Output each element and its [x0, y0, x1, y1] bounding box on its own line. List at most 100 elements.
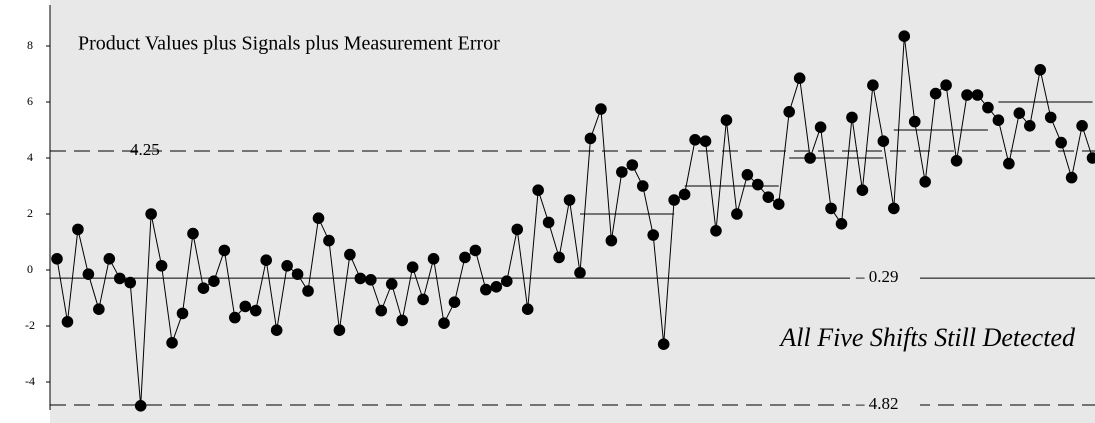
data-point [521, 303, 534, 316]
data-point [793, 72, 806, 84]
data-point [323, 234, 335, 247]
data-point [783, 106, 795, 118]
data-point [908, 115, 921, 128]
data-point [260, 254, 273, 266]
data-point [919, 176, 931, 188]
upper-limit-label: 4.25 [130, 140, 160, 159]
y-tick-label: -4 [25, 374, 35, 388]
data-point [626, 159, 639, 171]
data-point [469, 244, 482, 257]
data-point [647, 229, 660, 241]
plot-background [50, 0, 1095, 423]
data-point [961, 89, 973, 101]
data-point [354, 272, 367, 285]
data-point [595, 103, 607, 115]
data-point [239, 300, 252, 313]
data-point [72, 223, 84, 236]
data-point [229, 311, 241, 324]
data-point [93, 303, 105, 316]
y-tick-label: 0 [27, 262, 33, 276]
annotation: All Five Shifts Still Detected [778, 323, 1076, 352]
data-point [134, 400, 147, 412]
data-point [82, 268, 95, 281]
data-point [532, 184, 544, 196]
y-tick-label: -2 [25, 318, 35, 332]
data-point [668, 194, 680, 206]
data-point [1034, 64, 1047, 76]
data-point [176, 307, 189, 320]
data-point [553, 251, 565, 264]
y-tick-label: 8 [27, 38, 33, 52]
data-point [291, 268, 304, 281]
data-point [846, 111, 858, 124]
data-point [500, 275, 513, 288]
data-point [406, 261, 419, 274]
data-point [971, 89, 984, 101]
data-point [61, 316, 74, 328]
data-point [155, 260, 168, 272]
data-point [992, 114, 1005, 126]
data-point [249, 304, 262, 317]
data-point [752, 178, 764, 191]
data-point [344, 248, 356, 261]
y-tick-label: 6 [27, 94, 33, 108]
data-point [490, 281, 503, 293]
data-point [888, 202, 900, 215]
data-point [689, 134, 701, 146]
data-point [929, 87, 942, 100]
data-point [720, 114, 733, 126]
data-point [1065, 171, 1078, 184]
data-point [438, 317, 450, 330]
data-point [448, 296, 461, 309]
label-gap [850, 268, 920, 289]
data-point [731, 208, 743, 220]
data-point [187, 227, 199, 240]
data-point [166, 337, 178, 349]
y-tick-label: 2 [27, 206, 33, 220]
data-point [459, 251, 471, 264]
data-point [365, 274, 377, 286]
data-point [804, 152, 816, 164]
data-point [113, 272, 126, 285]
data-point [710, 225, 722, 237]
data-point [270, 324, 283, 337]
data-point [427, 252, 440, 265]
data-point [1013, 107, 1026, 119]
data-point [867, 79, 879, 91]
data-point [375, 304, 388, 317]
data-point [124, 276, 137, 289]
data-point [1086, 152, 1095, 164]
data-point [835, 218, 848, 230]
data-point [678, 188, 691, 201]
data-point [218, 244, 231, 257]
label-gap [850, 394, 920, 415]
data-point [417, 293, 429, 306]
data-point [1055, 136, 1067, 149]
data-point [396, 314, 408, 327]
data-point [333, 324, 346, 337]
data-point [605, 234, 618, 247]
data-point [145, 208, 157, 220]
data-point [825, 202, 837, 215]
data-point [511, 223, 524, 236]
data-point [982, 101, 994, 114]
data-point [103, 252, 116, 265]
data-point [1076, 120, 1088, 132]
data-point [385, 278, 398, 290]
data-point [584, 132, 597, 145]
chart-title: Product Values plus Signals plus Measure… [78, 33, 500, 55]
data-point [950, 155, 963, 167]
y-tick-label: 4 [27, 150, 33, 164]
data-point [898, 30, 911, 42]
data-line [56, 36, 1093, 406]
data-point [281, 260, 293, 272]
data-point [574, 267, 586, 279]
lower-limit-label: – 4.82 [855, 394, 899, 413]
data-point [856, 184, 869, 196]
data-point [940, 79, 952, 91]
data-point [1023, 120, 1036, 132]
data-point [616, 166, 628, 178]
center-limit-label: – 0.29 [855, 267, 899, 286]
data-point [302, 285, 314, 297]
